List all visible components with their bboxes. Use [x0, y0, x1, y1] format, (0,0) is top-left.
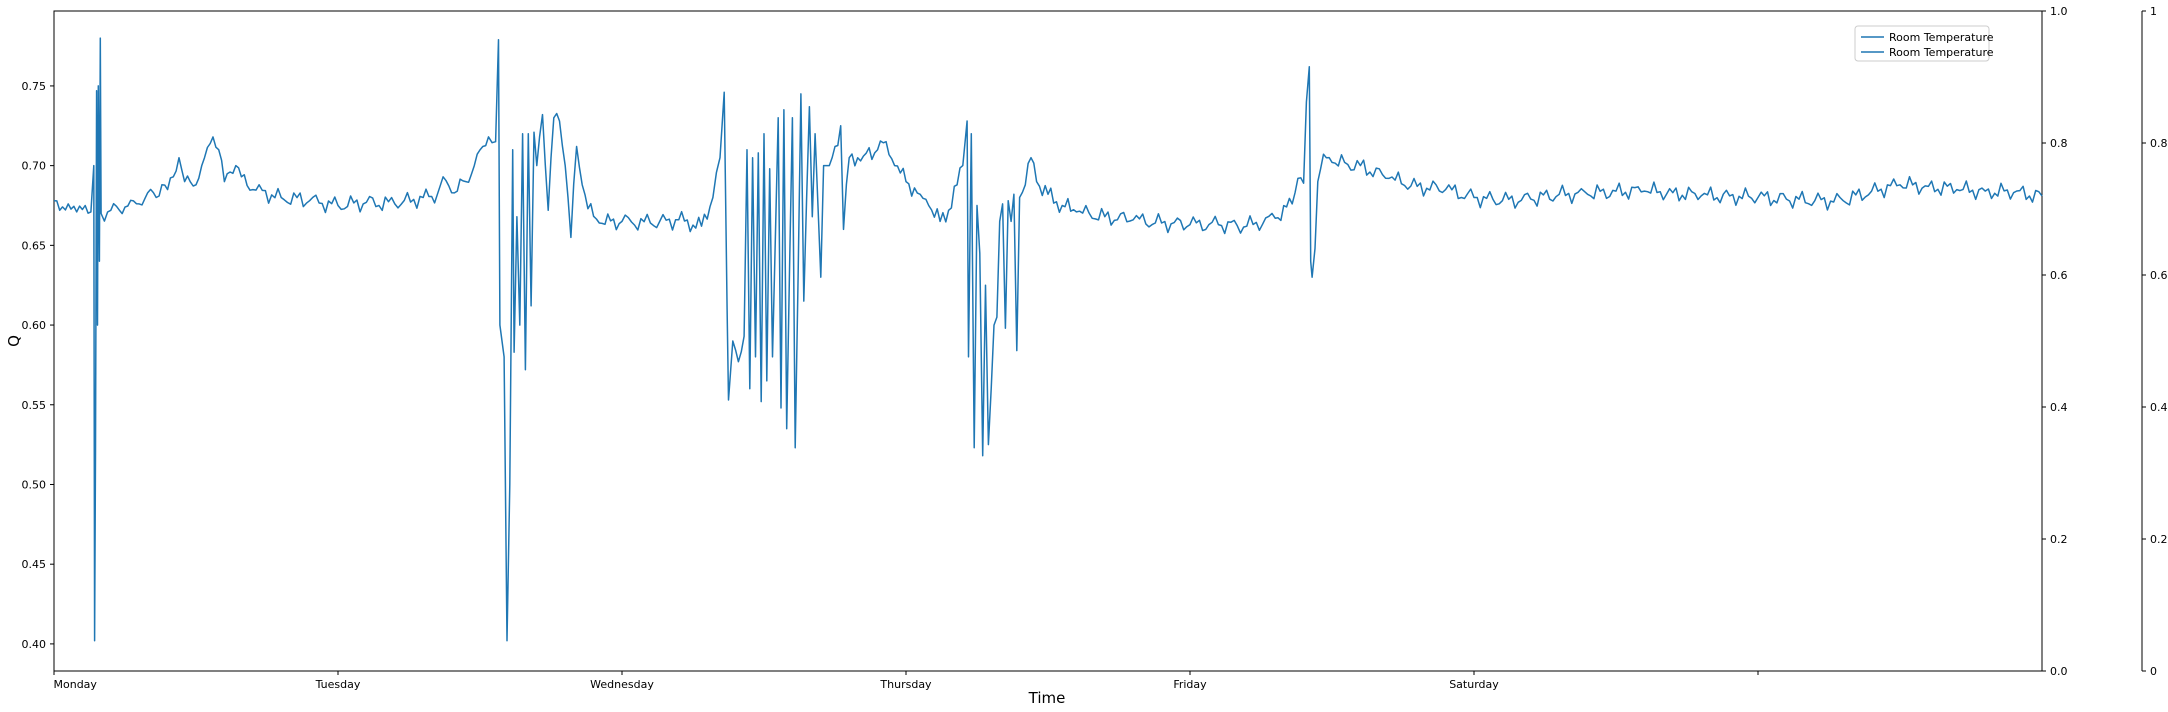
y-tick-label: 0.55	[22, 399, 47, 412]
series-line-room-temperature	[53, 37, 2043, 642]
right-2-tick-label: 0.6	[2150, 269, 2168, 282]
right-2-tick-label: 0.8	[2150, 137, 2168, 150]
x-tick-label: Thursday	[879, 678, 932, 691]
right-tick-label: 0.0	[2050, 665, 2068, 678]
legend: Room Temperature Room Temperature	[1854, 25, 1994, 62]
y-axis-label: Q	[5, 335, 23, 347]
right-2-tick-label: 0.4	[2150, 401, 2168, 414]
right-axis-1-ticks: 0.0 0.2 0.4 0.6 0.8 1.0	[2042, 5, 2068, 678]
legend-label-2: Room Temperature	[1889, 46, 1994, 59]
right-tick-label: 1.0	[2050, 5, 2068, 18]
right-2-tick-label: 0.2	[2150, 533, 2168, 546]
y-tick-label: 0.40	[22, 638, 47, 651]
y-tick-label: 0.60	[22, 319, 47, 332]
x-axis-label: Time	[1028, 689, 1066, 707]
right-2-tick-label: 0	[2150, 665, 2157, 678]
y-tick-label: 0.65	[22, 239, 47, 252]
x-axis-ticks: Monday Tuesday Wednesday Thursday Friday Satu…	[53, 671, 1759, 691]
legend-box	[1854, 25, 1990, 62]
right-axis-2: 0 0.2 0.4 0.6 0.8 1	[2141, 5, 2168, 678]
y-axis-ticks: 0.40 0.45 0.50 0.55 0.60 0.65 0.70 0.75	[22, 80, 54, 651]
plot-area	[53, 10, 2043, 672]
x-tick-label: Wednesday	[590, 678, 654, 691]
legend-label-1: Room Temperature	[1889, 31, 1994, 44]
x-tick-label: Friday	[1173, 678, 1207, 691]
x-tick-label: Saturday	[1449, 678, 1499, 691]
right-tick-label: 0.8	[2050, 137, 2068, 150]
x-tick-label: Tuesday	[315, 678, 361, 691]
right-tick-label: 0.6	[2050, 269, 2068, 282]
x-tick-label: Monday	[54, 678, 98, 691]
y-tick-label: 0.50	[22, 478, 47, 491]
series-group	[53, 37, 2043, 642]
y-tick-label: 0.70	[22, 160, 47, 173]
y-tick-label: 0.75	[22, 80, 47, 93]
right-tick-label: 0.4	[2050, 401, 2068, 414]
right-2-tick-label: 1	[2150, 5, 2157, 18]
right-tick-label: 0.2	[2050, 533, 2068, 546]
y-tick-label: 0.45	[22, 558, 47, 571]
